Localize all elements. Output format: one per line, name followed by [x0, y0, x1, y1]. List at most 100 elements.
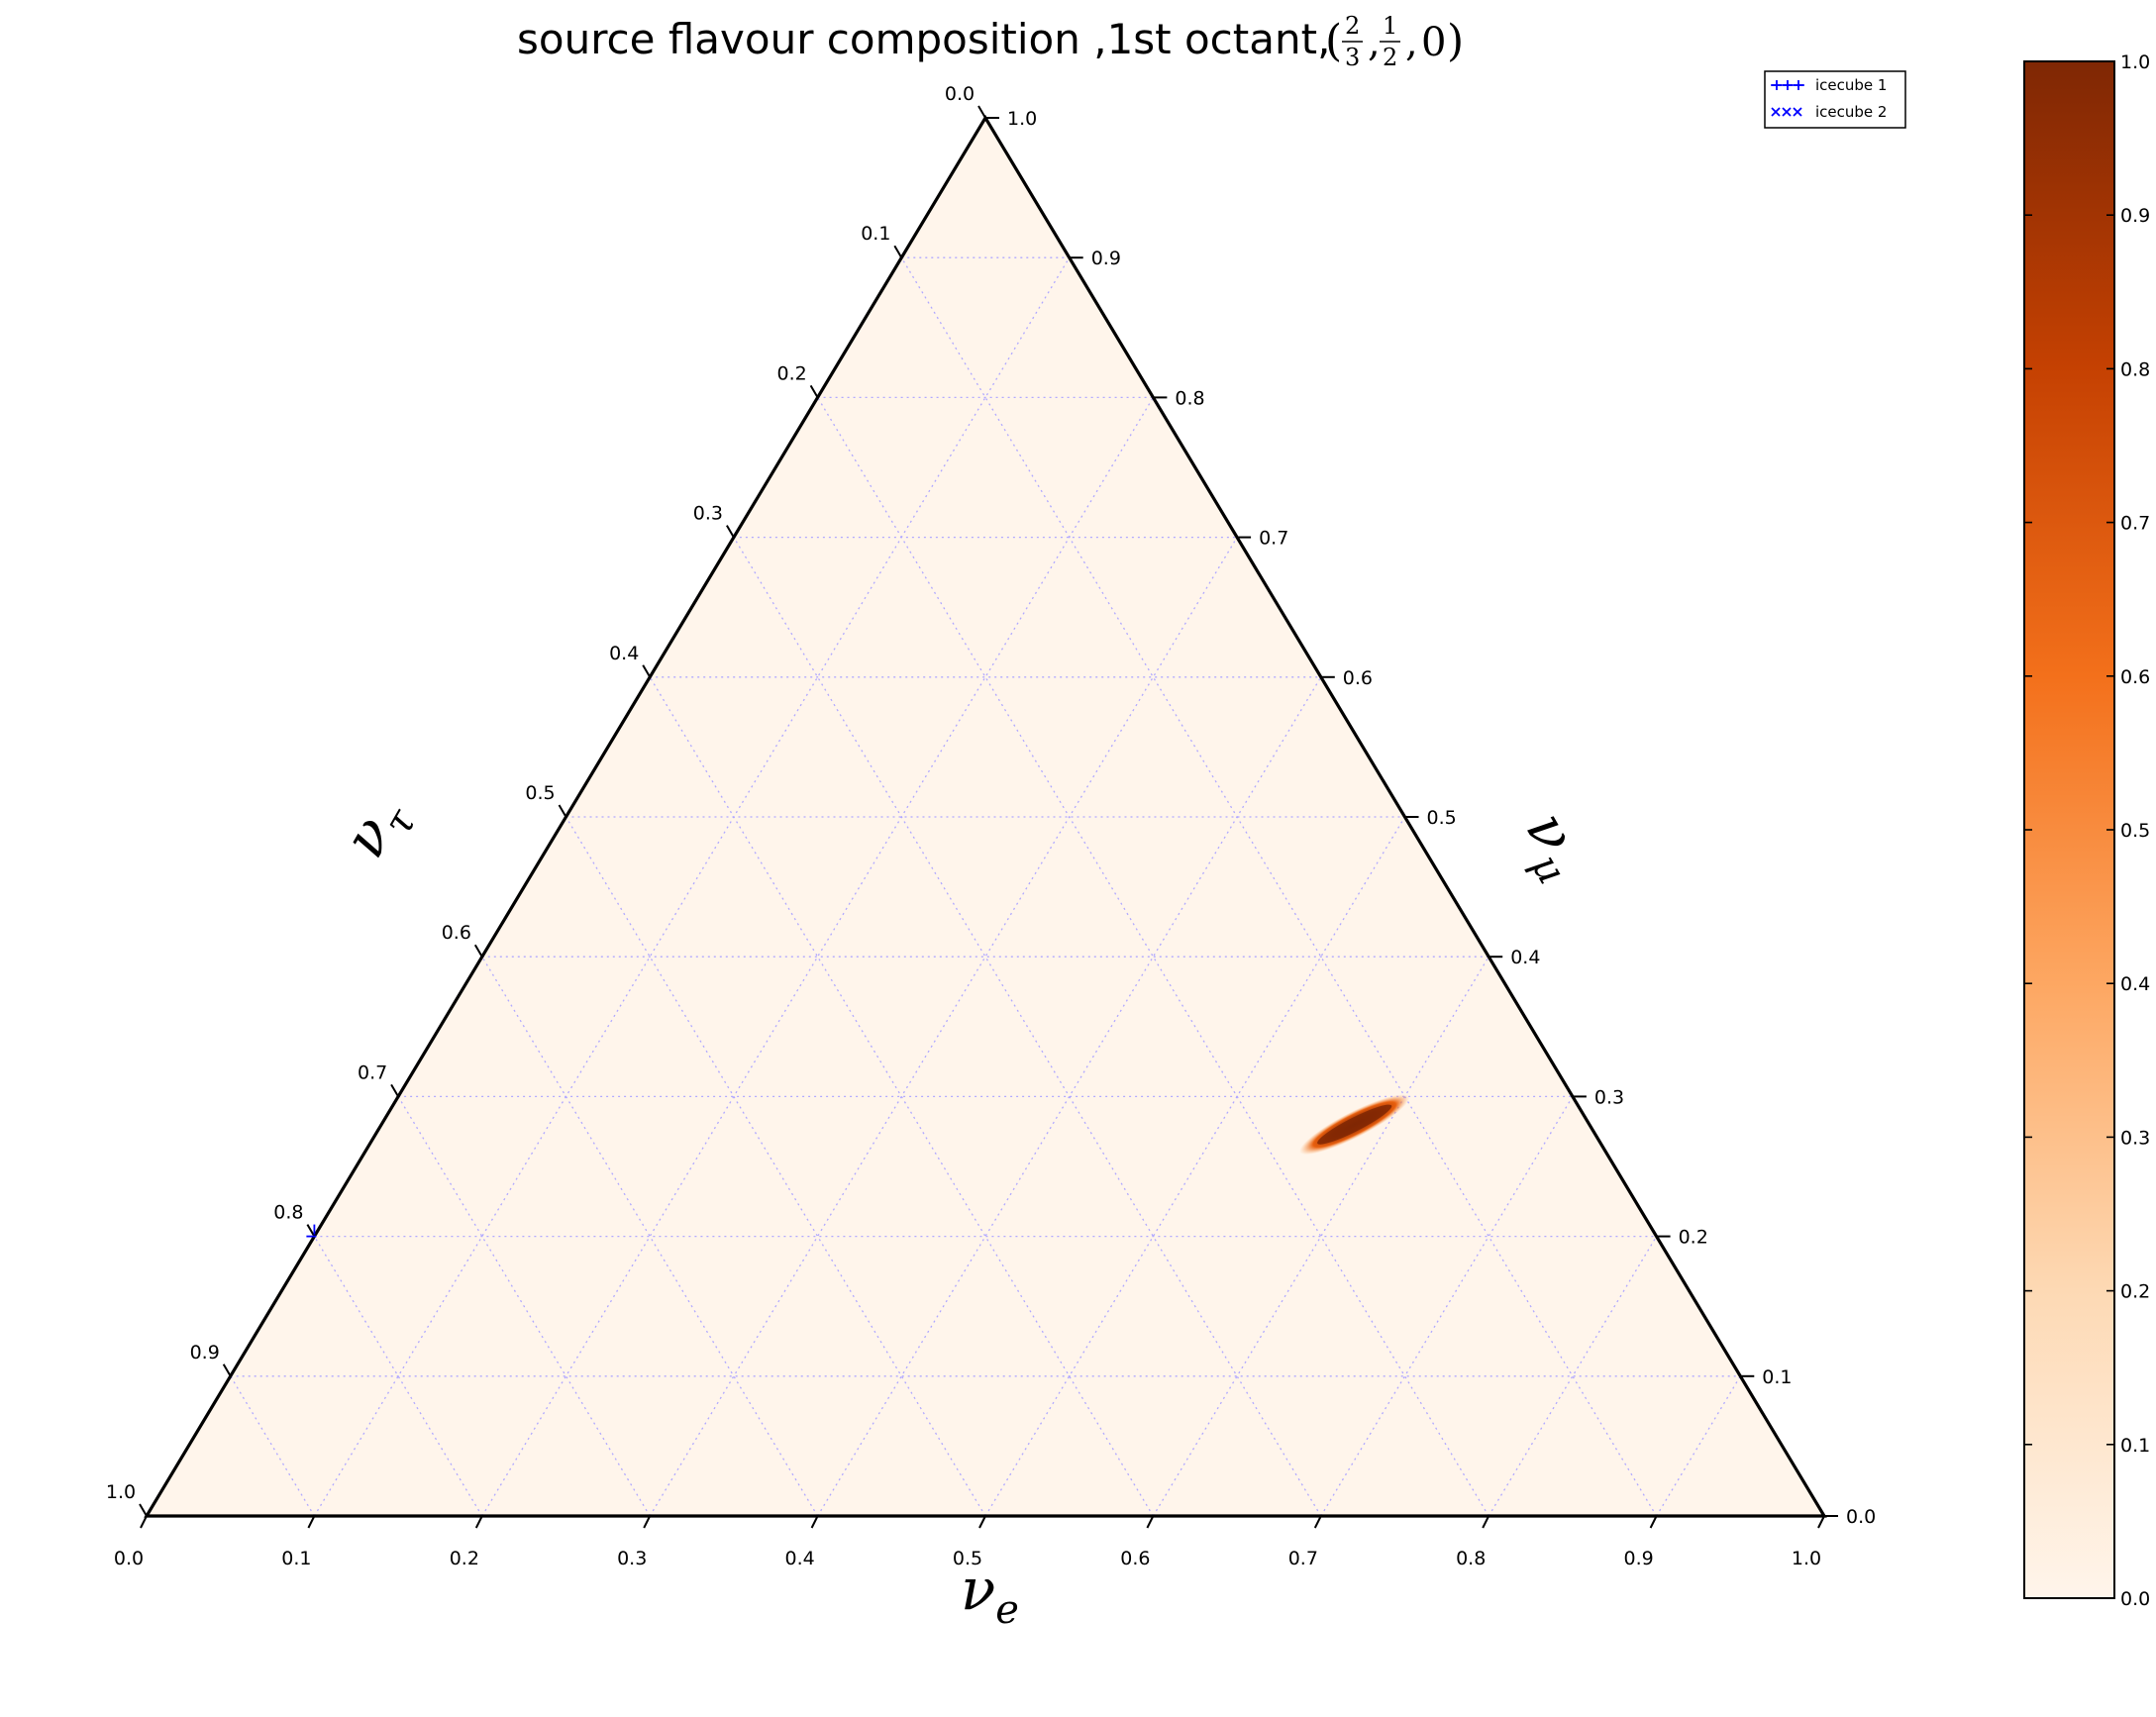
grid-line-tau	[481, 956, 819, 1517]
tick-label-bottom: 1.0	[1792, 1548, 1821, 1569]
legend-marker-x	[1771, 107, 1802, 117]
tick-label-right: 0.8	[1175, 387, 1204, 409]
colorbar: 0.0 0.1 0.2 0.3 0.4 0.5 0.6 0.7 0.8 0.9 1.0	[2023, 51, 2150, 1610]
title-math: ( 2 3 , 1 2 , 0 )	[1325, 12, 1464, 71]
tick-label-left: 0.0	[945, 83, 975, 105]
tick-marks: 0.0 0.0 0.0 0.1 0.1 0.1 0.2 0.2 0.2 0.3 0.3 0.3 0.4 0…	[106, 83, 1876, 1569]
tick-label-left: 0.1	[861, 223, 890, 245]
ternary-plot-area: 0.0 0.0 0.0 0.1 0.1 0.1 0.2 0.2 0.2 0.3 0.3 0.3 0.4 0…	[106, 83, 1876, 1569]
tick-label-right: 0.3	[1594, 1086, 1624, 1108]
title-sep2: ,	[1405, 20, 1418, 65]
tick-bottom	[1817, 1515, 1825, 1529]
tick-bottom	[1649, 1515, 1658, 1529]
tick-label-left: 0.3	[693, 503, 723, 525]
tick-label-bottom: 0.9	[1623, 1548, 1653, 1569]
tick-label-right: 0.6	[1343, 667, 1373, 689]
title-sep1: ,	[1368, 20, 1381, 65]
tick-label-right: 0.0	[1846, 1506, 1876, 1528]
tick-left	[893, 245, 903, 258]
colorbar-tick-label: 0.6	[2120, 666, 2150, 688]
colorbar-tick-label: 0.8	[2120, 358, 2150, 380]
title-last: 0	[1421, 20, 1446, 65]
grid-line-e	[1488, 1236, 1658, 1517]
density-blob-core	[1317, 1104, 1392, 1145]
title-frac1-num: 2	[1345, 12, 1360, 40]
title-open-paren: (	[1325, 16, 1342, 66]
tick-label-bottom: 0.1	[281, 1548, 311, 1569]
colorbar-tick-label: 0.2	[2120, 1281, 2150, 1303]
tick-label-left: 0.6	[442, 922, 471, 944]
tick-label-bottom: 0.0	[114, 1548, 144, 1569]
tick-left	[306, 1224, 316, 1238]
colorbar-tick-label: 0.5	[2120, 820, 2150, 842]
tick-label-right: 0.7	[1259, 528, 1288, 550]
legend-entry-icecube-2: icecube 2	[1771, 103, 1887, 121]
colorbar-tick-label: 0.3	[2120, 1127, 2150, 1149]
tick-label-right: 0.5	[1427, 807, 1457, 829]
tick-left	[139, 1503, 148, 1517]
colorbar-tick-label: 0.0	[2120, 1588, 2150, 1610]
tick-bottom	[1146, 1515, 1155, 1529]
legend-entry-icecube-1: icecube 1	[1771, 76, 1887, 94]
title-frac1-den: 3	[1345, 44, 1360, 71]
grid-line-e	[1152, 956, 1489, 1517]
title-text: source flavour composition ,1st octant,	[517, 15, 1330, 63]
title-frac2-num: 1	[1383, 12, 1397, 40]
tick-label-left: 0.5	[525, 782, 555, 804]
title-close-paren: )	[1447, 16, 1464, 66]
grid-line-tau	[733, 537, 1322, 1517]
tick-left	[977, 105, 986, 119]
axis-label-bottom: νe	[961, 1556, 1019, 1633]
grid-line-e	[1320, 1096, 1574, 1517]
tick-bottom	[474, 1515, 483, 1529]
tick-label-bottom: 0.8	[1456, 1548, 1486, 1569]
tick-left	[558, 804, 567, 818]
tick-bottom	[810, 1515, 819, 1529]
tick-label-left: 0.2	[776, 362, 806, 384]
tick-left	[390, 1083, 399, 1097]
tick-bottom	[307, 1515, 316, 1529]
tick-left	[642, 664, 652, 678]
colorbar-tick-label: 0.7	[2120, 513, 2150, 535]
colorbar-gradient	[2023, 60, 2115, 1599]
legend-label-icecube-2: icecube 2	[1815, 103, 1887, 121]
tick-label-right: 0.9	[1091, 248, 1121, 269]
tick-label-bottom: 0.2	[450, 1548, 479, 1569]
grid-line-e	[649, 537, 1238, 1517]
colorbar-tick-label: 1.0	[2120, 51, 2150, 73]
density-region	[1299, 1094, 1410, 1156]
legend-marker-plus	[1772, 80, 1803, 90]
axis-label-left: ντ	[330, 785, 426, 873]
grid-line-tau	[313, 1236, 483, 1517]
tick-label-left: 1.0	[106, 1481, 136, 1503]
tick-bottom	[140, 1515, 148, 1529]
tick-label-bottom: 0.5	[953, 1548, 982, 1569]
tick-label-right: 0.2	[1679, 1227, 1708, 1249]
tick-label-left: 0.9	[190, 1342, 220, 1364]
tick-label-right: 0.1	[1762, 1366, 1792, 1388]
tick-label-bottom: 0.4	[784, 1548, 814, 1569]
tick-left	[222, 1364, 232, 1377]
grid-line-tau	[900, 256, 1658, 1517]
legend-label-icecube-1: icecube 1	[1815, 76, 1887, 94]
grid-line-e	[817, 676, 1322, 1517]
chart-title: source flavour composition ,1st octant, …	[517, 12, 1464, 71]
tick-label-bottom: 0.3	[617, 1548, 647, 1569]
colorbar-tick-label: 0.1	[2120, 1435, 2150, 1457]
triangle-background	[147, 118, 1824, 1516]
tick-label-bottom: 0.6	[1120, 1548, 1150, 1569]
tick-label-left: 0.4	[609, 643, 639, 664]
colorbar-ticks: 0.0 0.1 0.2 0.3 0.4 0.5 0.6 0.7 0.8 0.9 1.0	[2024, 51, 2150, 1610]
axis-label-right: νμ	[1504, 800, 1601, 891]
tick-bottom	[1482, 1515, 1490, 1529]
grid-line-tau	[397, 1096, 651, 1517]
tick-label-left: 0.8	[273, 1202, 303, 1224]
legend: icecube 1 icecube 2	[1764, 70, 1906, 129]
data-markers	[306, 1224, 317, 1238]
tick-left	[473, 944, 483, 958]
tick-left	[809, 384, 819, 398]
tick-label-right: 1.0	[1007, 108, 1037, 130]
ternary-grid	[230, 256, 1741, 1517]
tick-bottom	[978, 1515, 986, 1529]
